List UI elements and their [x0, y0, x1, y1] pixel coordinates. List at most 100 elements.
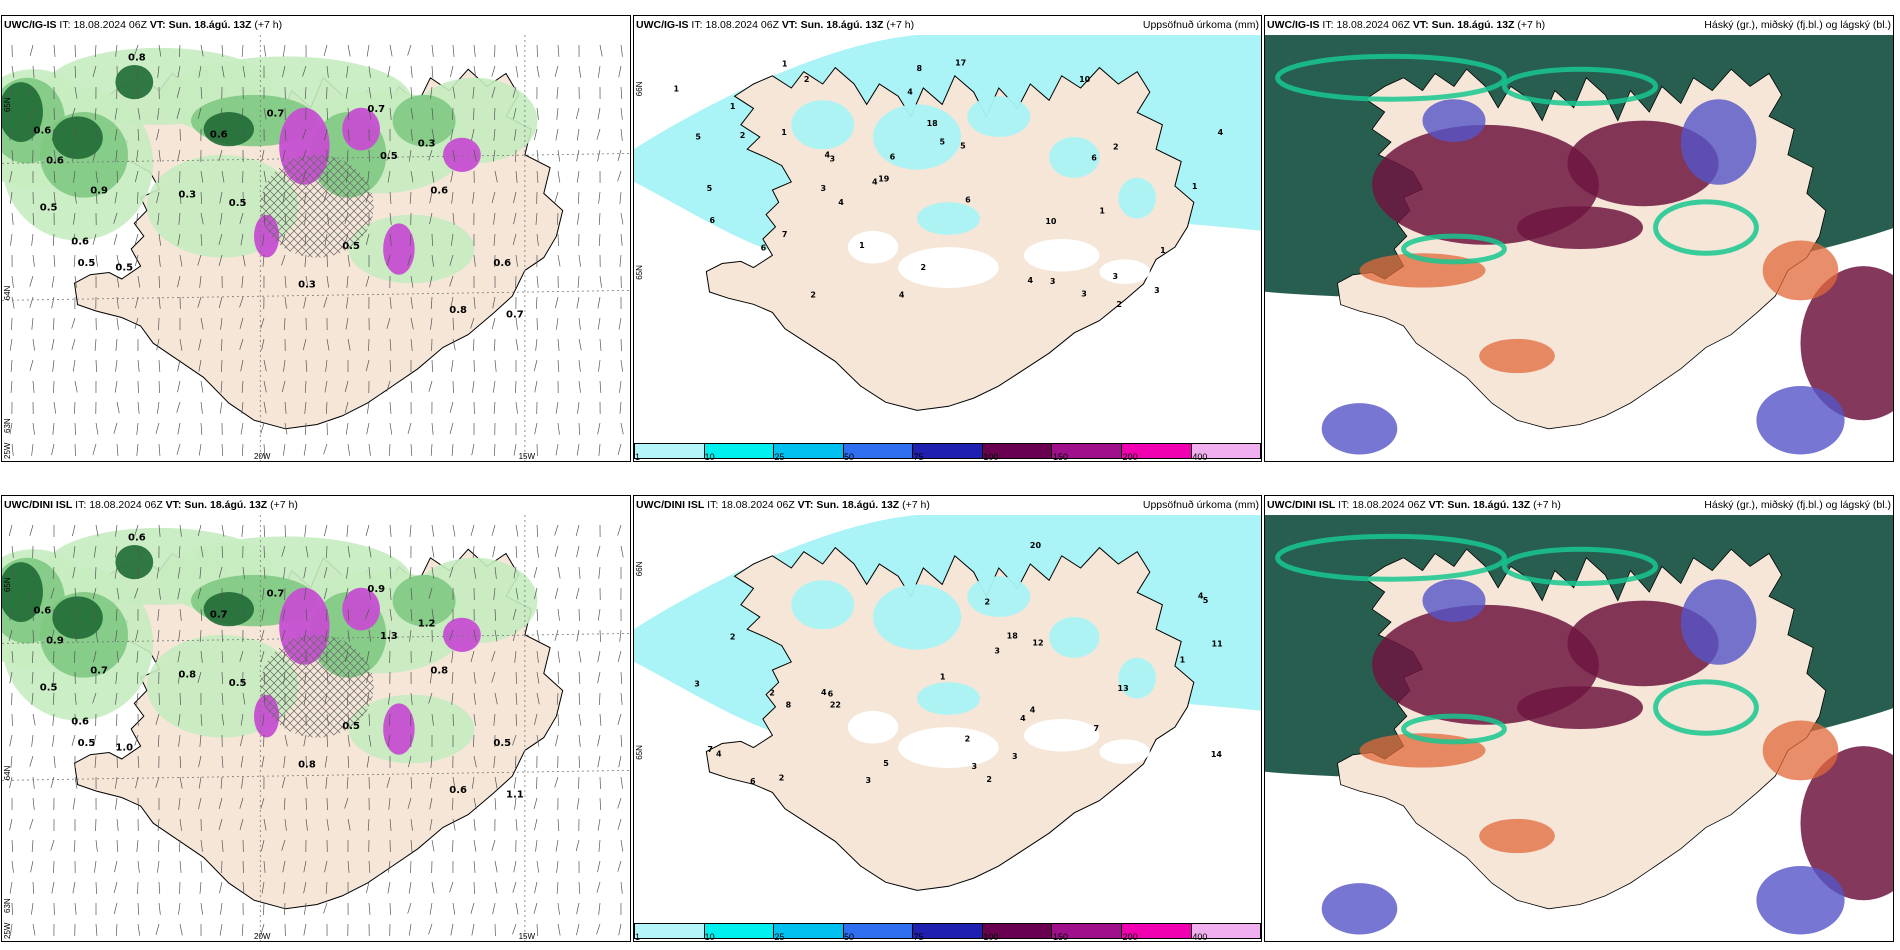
wind-barb — [136, 650, 139, 663]
wind-barb — [95, 839, 98, 852]
wind-barb — [92, 443, 97, 455]
wind-barb — [408, 881, 412, 894]
wind-barb — [599, 776, 601, 789]
wind-barb — [116, 296, 119, 309]
colorbar-tick-label: 100 — [983, 932, 999, 942]
wind-barb — [135, 776, 139, 789]
wind-barb — [241, 107, 244, 120]
wind-barb — [368, 713, 370, 726]
wind-barb — [158, 524, 161, 537]
wind-barb — [494, 776, 498, 789]
accum-value-label: 3 — [829, 155, 835, 164]
wind-barb — [135, 629, 139, 642]
cloud-edge-contour — [1401, 713, 1507, 745]
wind-barb — [617, 170, 622, 182]
wind-barb — [324, 692, 328, 705]
wind-barb — [263, 818, 267, 831]
wind-barb — [8, 587, 13, 599]
wind-barb — [450, 128, 454, 141]
colorbar-tick-label: 400 — [1192, 452, 1208, 462]
wind-barb — [596, 881, 601, 893]
wind-barb — [345, 296, 349, 309]
wind-barb — [512, 86, 517, 98]
accum-value-label: 1 — [1099, 207, 1105, 216]
wind-barb — [200, 650, 203, 663]
wind-barb — [304, 422, 307, 435]
wind-barb — [599, 797, 602, 810]
cloud-edge-contour — [1275, 533, 1507, 582]
wind-barb — [200, 713, 203, 726]
wind-barb — [326, 212, 330, 225]
wind-barb — [347, 107, 350, 120]
wind-barb — [29, 44, 34, 57]
wind-barb — [407, 422, 412, 434]
wind-barb — [179, 776, 183, 789]
wind-barb — [619, 254, 622, 267]
wind-barb — [430, 755, 433, 768]
wind-barb — [578, 692, 581, 705]
wind-barb — [263, 443, 266, 456]
wind-barb — [31, 317, 34, 330]
wind-barb — [430, 317, 433, 330]
wind-barb — [199, 881, 202, 894]
accum-value-label: 20 — [1030, 541, 1042, 550]
wind-barb — [303, 881, 307, 894]
wind-barb — [557, 233, 559, 246]
wind-barb — [368, 86, 372, 99]
wind-barb — [74, 44, 76, 57]
wind-barb — [472, 545, 475, 558]
wind-barb — [556, 317, 559, 330]
wind-barb — [199, 275, 202, 288]
wind-barb — [578, 359, 581, 372]
wind-barb — [304, 902, 307, 915]
wind-barb — [156, 128, 160, 141]
wind-barb — [137, 902, 140, 915]
wind-barb — [620, 839, 624, 852]
wind-barb — [52, 692, 55, 705]
wind-barb — [94, 608, 97, 621]
wind-barb — [51, 881, 55, 894]
accum-value-label: 10 — [1045, 217, 1057, 226]
wind-barb — [451, 443, 454, 456]
wind-barb — [115, 44, 118, 57]
wind-barb — [386, 380, 391, 392]
wind-barb — [452, 86, 456, 99]
wind-barb — [263, 860, 266, 873]
panel-header: UWC/DINI ISL IT: 18.08.2024 06Z VT: Sun.… — [2, 496, 630, 514]
wind-barb — [221, 170, 225, 183]
panel-title: Háský (gr.), miðský (fj.bl.) og lágský (… — [1704, 499, 1891, 511]
wind-barb — [200, 44, 204, 57]
wind-barb — [494, 692, 498, 705]
wind-barb — [177, 275, 181, 288]
wind-barb — [221, 359, 223, 372]
wind-barb — [389, 338, 392, 351]
lat-axis-label: 65N — [3, 97, 12, 112]
vt-label: VT: — [1428, 499, 1445, 511]
wind-barb — [452, 107, 454, 120]
lat-axis-label: 63N — [3, 418, 12, 433]
wind-barb — [452, 149, 456, 162]
wind-barb — [116, 650, 119, 663]
accum-value-label: 4 — [1030, 705, 1036, 714]
wind-barb — [492, 545, 496, 558]
wind-barb — [323, 191, 328, 203]
wind-barb — [242, 191, 244, 204]
wind-barb — [365, 191, 370, 203]
wind-barb — [491, 191, 496, 203]
wind-barb — [536, 65, 540, 78]
mixed-cloud-area — [1479, 338, 1555, 374]
vt-value: Sun. 18.ágú. 13Z — [1447, 499, 1531, 511]
wind-barb — [599, 692, 601, 705]
accum-precip-spot — [791, 100, 855, 150]
wind-barb — [556, 860, 559, 873]
wind-barb — [304, 86, 307, 99]
wind-barb — [410, 128, 413, 141]
wind-barb — [283, 797, 286, 810]
wind-barb — [408, 755, 412, 768]
wind-barb — [74, 275, 77, 288]
wind-barb — [431, 65, 434, 78]
accum-precip-spot — [917, 682, 980, 715]
wind-barb — [515, 587, 519, 600]
wind-barb — [304, 401, 307, 414]
accum-precip-spot — [1049, 137, 1100, 178]
